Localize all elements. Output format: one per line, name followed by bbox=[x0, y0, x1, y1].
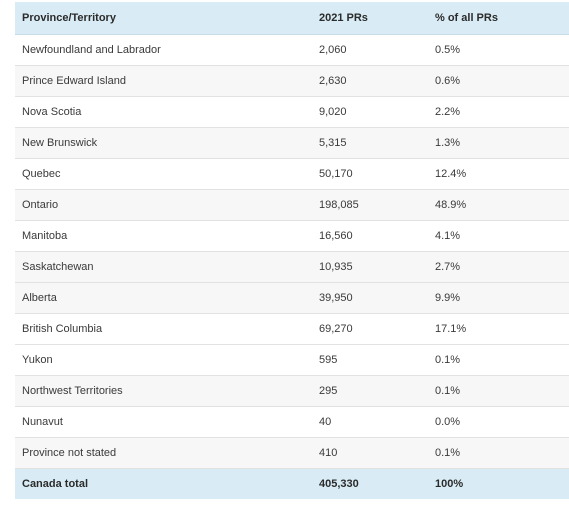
cell-prs: 16,560 bbox=[319, 229, 353, 242]
cell-province: Province not stated bbox=[22, 446, 117, 459]
cell-percent: 0.1% bbox=[435, 446, 461, 459]
total-label: Canada total bbox=[22, 477, 89, 490]
table-body: Newfoundland and Labrador 2,060 0.5% Pri… bbox=[15, 34, 569, 499]
cell-percent: 0.0% bbox=[435, 415, 461, 428]
table-row: Manitoba 16,560 4.1% bbox=[15, 220, 569, 251]
table-row: Quebec 50,170 12.4% bbox=[15, 158, 569, 189]
cell-province: Ontario bbox=[22, 198, 59, 211]
table-row: British Columbia 69,270 17.1% bbox=[15, 313, 569, 344]
total-prs: 405,330 bbox=[319, 477, 359, 490]
cell-province: Manitoba bbox=[22, 229, 68, 242]
cell-percent: 0.1% bbox=[435, 384, 461, 397]
cell-percent: 2.7% bbox=[435, 260, 461, 273]
cell-province: Alberta bbox=[22, 291, 57, 304]
table-row: Saskatchewan 10,935 2.7% bbox=[15, 251, 569, 282]
table-row: Province not stated 410 0.1% bbox=[15, 437, 569, 468]
cell-province: New Brunswick bbox=[22, 136, 98, 149]
cell-prs: 5,315 bbox=[319, 136, 347, 149]
cell-prs: 295 bbox=[319, 384, 338, 397]
cell-prs: 69,270 bbox=[319, 322, 353, 335]
cell-province: British Columbia bbox=[22, 322, 103, 335]
cell-percent: 0.1% bbox=[435, 353, 461, 366]
cell-province: Nova Scotia bbox=[22, 105, 82, 118]
cell-prs: 410 bbox=[319, 446, 338, 459]
header-prs: 2021 PRs bbox=[312, 2, 428, 35]
cell-percent: 9.9% bbox=[435, 291, 461, 304]
cell-province: Northwest Territories bbox=[22, 384, 123, 397]
table-row: Nunavut 40 0.0% bbox=[15, 406, 569, 437]
cell-province: Newfoundland and Labrador bbox=[22, 43, 161, 56]
header-row: Province/Territory 2021 PRs % of all PRs bbox=[15, 2, 569, 35]
cell-percent: 0.6% bbox=[435, 74, 461, 87]
cell-province: Quebec bbox=[22, 167, 61, 180]
table-row: Prince Edward Island 2,630 0.6% bbox=[15, 65, 569, 96]
table-row: Alberta 39,950 9.9% bbox=[15, 282, 569, 313]
cell-percent: 48.9% bbox=[435, 198, 467, 211]
cell-prs: 595 bbox=[319, 353, 338, 366]
total-percent: 100% bbox=[435, 477, 464, 490]
table-header: Province/Territory 2021 PRs % of all PRs bbox=[15, 2, 569, 35]
cell-percent: 0.5% bbox=[435, 43, 461, 56]
cell-prs: 198,085 bbox=[319, 198, 359, 211]
table-row: Northwest Territories 295 0.1% bbox=[15, 375, 569, 406]
header-province: Province/Territory bbox=[15, 2, 312, 35]
cell-province: Nunavut bbox=[22, 415, 63, 428]
cell-prs: 10,935 bbox=[319, 260, 353, 273]
cell-prs: 50,170 bbox=[319, 167, 353, 180]
table-row: Yukon 595 0.1% bbox=[15, 344, 569, 375]
cell-prs: 9,020 bbox=[319, 105, 347, 118]
cell-percent: 1.3% bbox=[435, 136, 461, 149]
table-row: New Brunswick 5,315 1.3% bbox=[15, 127, 569, 158]
cell-prs: 39,950 bbox=[319, 291, 353, 304]
table-row: Newfoundland and Labrador 2,060 0.5% bbox=[15, 34, 569, 65]
cell-percent: 4.1% bbox=[435, 229, 461, 242]
cell-percent: 17.1% bbox=[435, 322, 467, 335]
cell-province: Saskatchewan bbox=[22, 260, 94, 273]
table-row: Ontario 198,085 48.9% bbox=[15, 189, 569, 220]
cell-prs: 2,630 bbox=[319, 74, 347, 87]
cell-prs: 2,060 bbox=[319, 43, 347, 56]
header-percent: % of all PRs bbox=[428, 2, 569, 35]
cell-percent: 12.4% bbox=[435, 167, 467, 180]
pr-table-container: Province/Territory 2021 PRs % of all PRs… bbox=[15, 2, 569, 499]
cell-percent: 2.2% bbox=[435, 105, 461, 118]
cell-province: Prince Edward Island bbox=[22, 74, 126, 87]
cell-prs: 40 bbox=[319, 415, 332, 428]
cell-province: Yukon bbox=[22, 353, 53, 366]
pr-by-province-table: Province/Territory 2021 PRs % of all PRs… bbox=[15, 2, 569, 499]
table-row: Nova Scotia 9,020 2.2% bbox=[15, 96, 569, 127]
total-row: Canada total 405,330 100% bbox=[15, 468, 569, 499]
